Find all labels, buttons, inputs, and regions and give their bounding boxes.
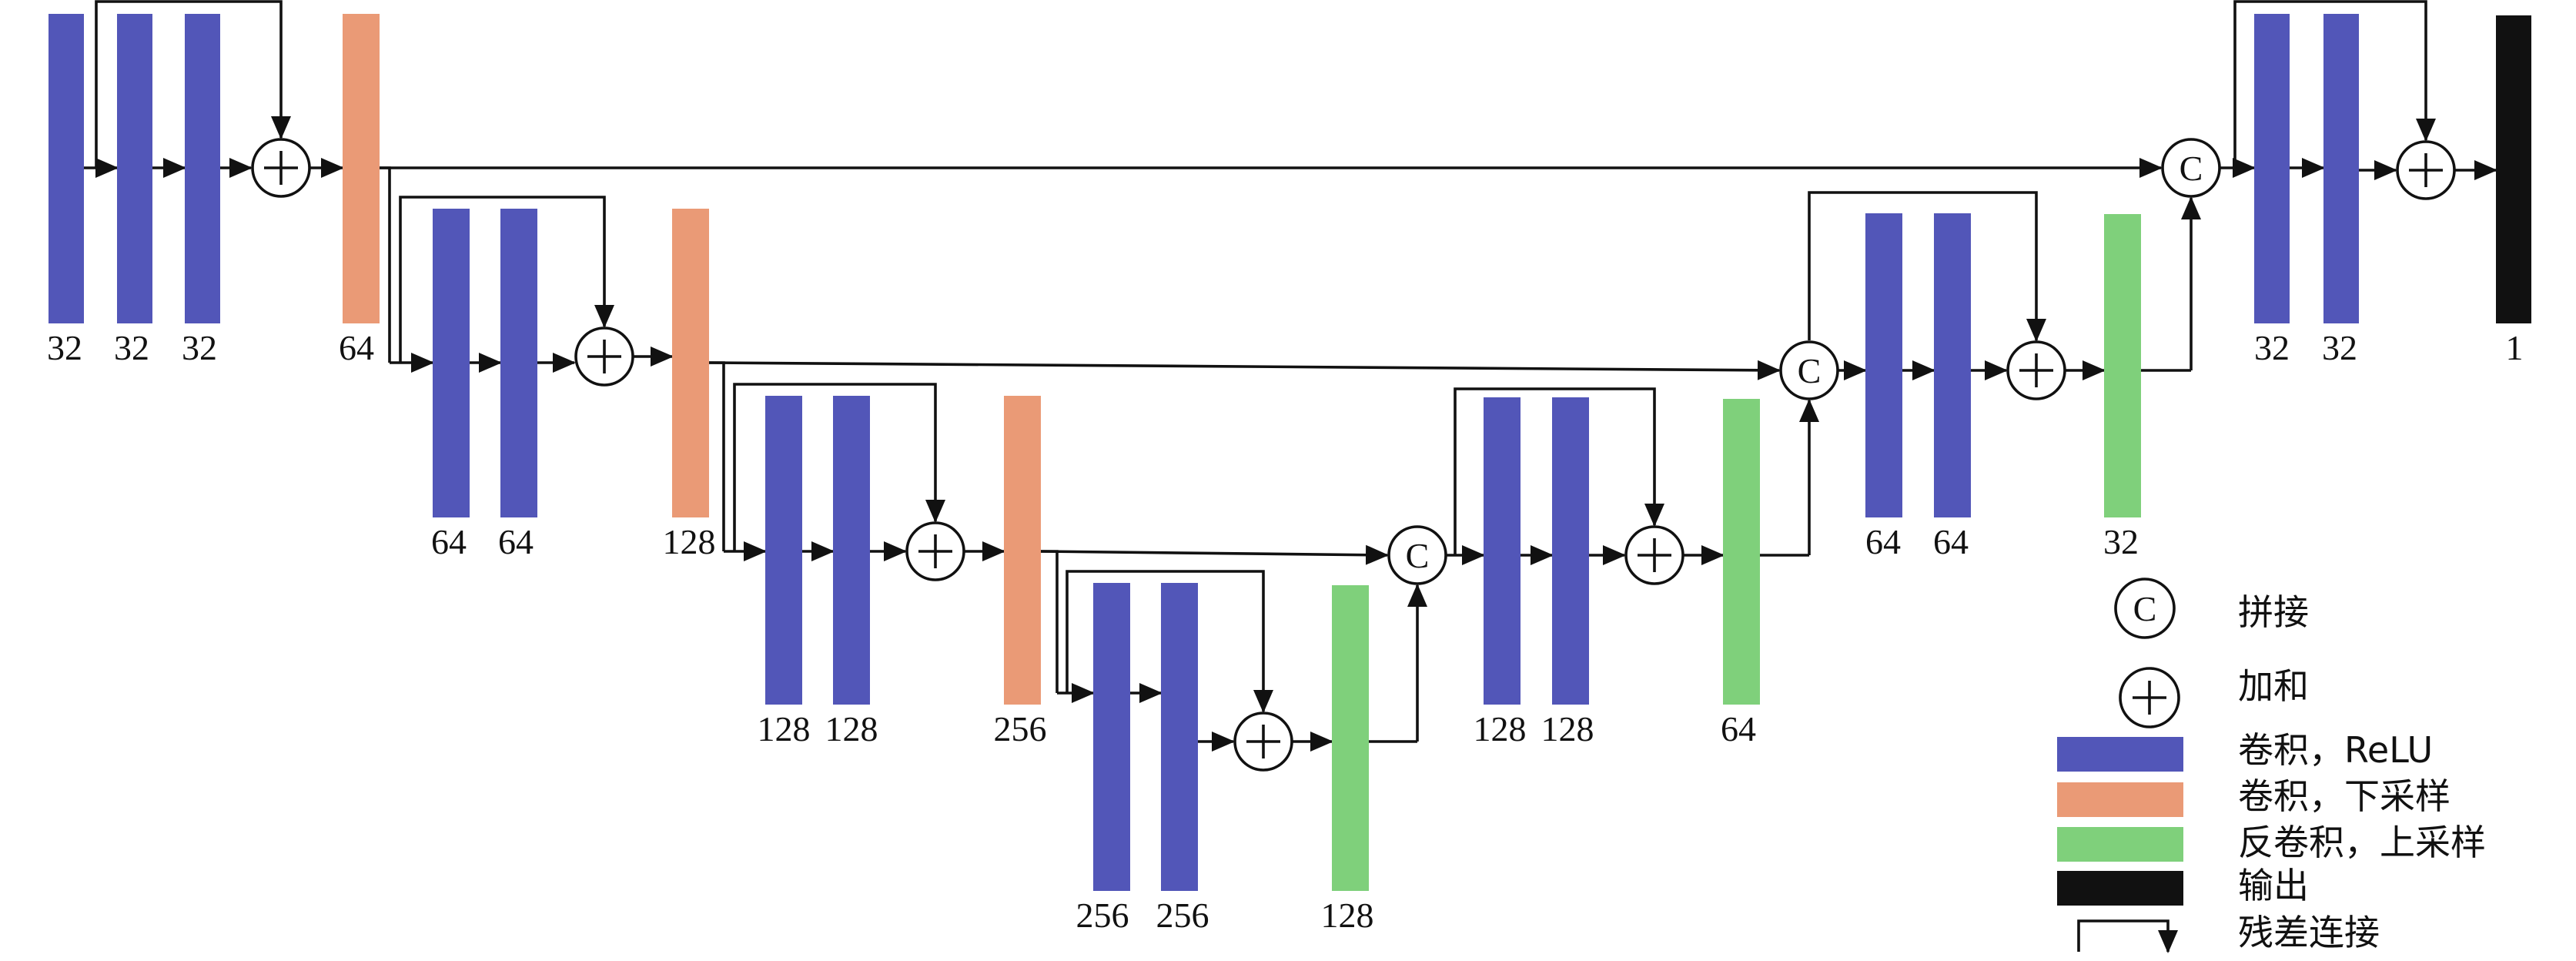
legend-residual-item: 残差连接 xyxy=(2077,912,2380,953)
legend-concat-item: C 拼接 xyxy=(2114,578,2309,639)
conv-relu-block xyxy=(1161,583,1198,891)
concat-operator: C xyxy=(2161,138,2221,198)
deconv-upsample-block xyxy=(1723,399,1760,705)
channel-label: 256 xyxy=(1076,896,1129,935)
legend-output-label: 输出 xyxy=(2238,865,2309,906)
channel-label: 256 xyxy=(1156,896,1209,935)
conv-relu-block xyxy=(1484,397,1521,705)
skip-connection xyxy=(708,360,1781,380)
deconv-upsample-block xyxy=(2104,214,2141,517)
conv-relu-block xyxy=(765,396,802,705)
conv-relu-block xyxy=(433,209,470,517)
channel-label: 128 xyxy=(1321,896,1374,935)
legend: C 拼接 加和 卷积，ReLU 卷积，下采样 反卷积，上采样 输出 残差连接 xyxy=(2057,578,2486,953)
residual-connection xyxy=(1066,570,1273,713)
add-operator xyxy=(1233,712,1293,772)
conv-relu-block xyxy=(49,14,84,323)
channel-label: 32 xyxy=(182,328,217,367)
legend-add-item: 加和 xyxy=(2119,665,2309,728)
conv-downsample-block xyxy=(343,14,380,323)
channel-label: 128 xyxy=(1474,709,1527,748)
residual-connection xyxy=(733,383,945,551)
svg-text:C: C xyxy=(1798,351,1822,390)
channel-label: 32 xyxy=(2322,328,2357,367)
add-operator xyxy=(251,138,311,198)
legend-concat-symbol: C xyxy=(2133,589,2157,628)
legend-output-item: 输出 xyxy=(2057,865,2309,906)
conv-relu-block xyxy=(2254,14,2290,323)
add-operator xyxy=(905,521,965,581)
conv-relu-block xyxy=(1093,583,1130,891)
legend-deconv-up-label: 反卷积，上采样 xyxy=(2238,822,2486,863)
skip-connection xyxy=(1040,544,1389,565)
blocks-layer xyxy=(49,14,2531,891)
residual-connection xyxy=(399,196,614,363)
conv-downsample-block xyxy=(1004,396,1041,705)
channel-label: 32 xyxy=(47,328,82,367)
legend-concat-icon xyxy=(2114,578,2176,639)
concat-operator: C xyxy=(1779,340,1839,400)
legend-residual-label: 残差连接 xyxy=(2238,912,2380,953)
legend-conv-down-swatch xyxy=(2057,782,2183,817)
legend-add-label: 加和 xyxy=(2238,665,2309,707)
labels-layer: 32 32 32 64 64 64 128 128 128 256 256 256 128 128 128 6… xyxy=(47,328,2524,935)
legend-conv-relu-swatch xyxy=(2057,737,2183,772)
channel-label: 64 xyxy=(339,328,374,367)
add-operator xyxy=(1624,525,1684,585)
conv-relu-block xyxy=(833,396,870,705)
channel-label: 64 xyxy=(431,522,467,561)
channel-label: 256 xyxy=(994,709,1047,748)
legend-residual-arrow-icon xyxy=(2077,919,2178,953)
residual-connection xyxy=(2233,0,2436,168)
conv-relu-block xyxy=(185,14,220,323)
legend-conv-relu-label: 卷积，ReLU xyxy=(2238,729,2433,771)
channel-label: 64 xyxy=(1865,522,1901,561)
channel-label: 64 xyxy=(1721,709,1756,748)
legend-deconv-up-swatch xyxy=(2057,827,2183,862)
channel-label: 128 xyxy=(1541,709,1594,748)
legend-concat-label: 拼接 xyxy=(2238,591,2309,633)
channel-label: 128 xyxy=(758,709,811,748)
channel-label: 128 xyxy=(825,709,878,748)
flow-line xyxy=(1041,550,1059,693)
svg-text:C: C xyxy=(2180,149,2203,188)
conv-relu-block xyxy=(117,14,152,323)
legend-conv-relu-item: 卷积，ReLU xyxy=(2057,729,2433,772)
channel-label: 1 xyxy=(2506,328,2524,367)
conv-relu-block xyxy=(1934,213,1971,517)
add-operator xyxy=(2396,140,2456,200)
channel-label: 32 xyxy=(2254,328,2290,367)
svg-text:C: C xyxy=(1406,536,1430,575)
add-operator xyxy=(574,326,634,387)
legend-deconv-up-item: 反卷积，上采样 xyxy=(2057,822,2486,863)
add-operator xyxy=(2006,340,2066,400)
conv-relu-block xyxy=(1865,213,1902,517)
conv-relu-block xyxy=(2323,14,2359,323)
conv-downsample-block xyxy=(672,209,709,517)
conv-relu-block xyxy=(500,209,537,517)
legend-conv-down-item: 卷积，下采样 xyxy=(2057,775,2451,817)
channel-label: 128 xyxy=(663,522,716,561)
residual-connection xyxy=(1454,387,1664,555)
concat-operator: C xyxy=(1387,525,1447,585)
output-block xyxy=(2496,15,2531,323)
legend-output-swatch xyxy=(2057,871,2183,906)
residual-connection xyxy=(1808,191,2046,342)
flow-line xyxy=(380,166,391,363)
channel-label: 64 xyxy=(1933,522,1969,561)
connections-layer xyxy=(84,0,2497,752)
operators-layer: C C C xyxy=(251,138,2456,772)
conv-relu-block xyxy=(1552,397,1589,705)
channel-label: 32 xyxy=(114,328,149,367)
deconv-upsample-block xyxy=(1332,585,1369,891)
legend-conv-down-label: 卷积，下采样 xyxy=(2238,775,2451,817)
channel-label: 64 xyxy=(498,522,534,561)
channel-label: 32 xyxy=(2103,522,2139,561)
residual-connection xyxy=(95,0,291,168)
